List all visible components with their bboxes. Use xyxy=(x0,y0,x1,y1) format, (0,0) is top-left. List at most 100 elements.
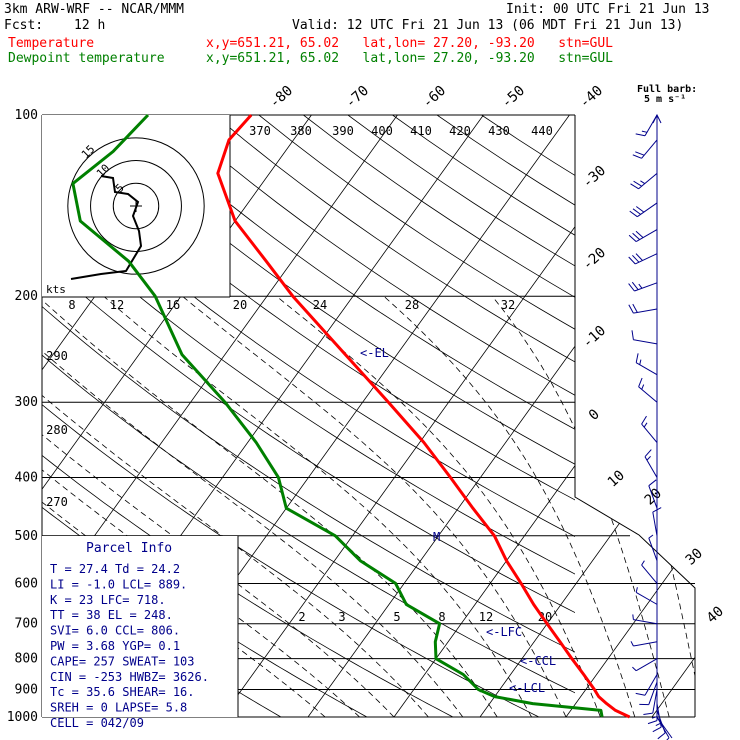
moist-adiabat xyxy=(276,295,601,717)
mixing-ratio-label: 3 xyxy=(338,610,345,624)
wind-barb-flag xyxy=(636,206,645,213)
wind-barb xyxy=(635,587,658,605)
mixing-ratio-label: 20 xyxy=(233,298,247,312)
wind-barb xyxy=(643,689,658,715)
theta-label: 430 xyxy=(488,124,510,138)
isotherm-label: -40 xyxy=(577,83,607,112)
wind-barb-shaft xyxy=(633,641,658,647)
wind-barb xyxy=(631,330,658,345)
wind-barb-shaft xyxy=(644,114,658,137)
wind-barb-halfflag xyxy=(639,359,642,365)
isobar-label-500: 500 xyxy=(15,529,38,544)
header-model: 3km ARW-WRF -- NCAR/MMM xyxy=(4,2,185,17)
isotherm-label: -60 xyxy=(420,83,450,112)
wind-barb-flag xyxy=(632,208,641,215)
isobar-label-900: 900 xyxy=(15,682,38,697)
wind-barb xyxy=(635,353,658,376)
isotherm--10 xyxy=(307,115,695,717)
wind-barb-shaft xyxy=(648,485,658,509)
isotherm-label: 0 xyxy=(586,406,603,424)
wind-barb-shaft xyxy=(641,564,658,584)
m-marker: M xyxy=(433,530,440,544)
wind-barb-halfflag xyxy=(641,130,648,133)
parcel-info-row: K = 23 LFC= 718. xyxy=(50,593,166,607)
isotherm-label: 40 xyxy=(704,603,727,626)
wind-barb-halfflag xyxy=(632,614,634,620)
isotherm-label: 10 xyxy=(605,467,628,490)
isotherm-10 xyxy=(479,115,695,717)
wind-barb-flag xyxy=(628,304,634,314)
wind-barb-flag xyxy=(643,712,653,715)
series-temperature xyxy=(216,114,631,719)
header-valid: Valid: 12 UTC Fri 21 Jun 13 (06 MDT Fri … xyxy=(292,18,684,33)
parcel-info-row: Tc = 35.6 SHEAR= 16. xyxy=(50,685,195,699)
wind-barb-halfflag xyxy=(643,422,648,428)
wind-barb-halfflag xyxy=(630,641,634,647)
wind-barb-shaft xyxy=(656,710,666,734)
wind-barb-flag xyxy=(632,254,640,263)
dry-adiabat-320 xyxy=(42,258,575,614)
location-temperature: x,y=651.21, 65.02 lat,lon= 27.20, -93.20… xyxy=(206,36,613,51)
isotherm-label: -20 xyxy=(580,245,610,274)
el-marker: <-EL xyxy=(360,346,389,360)
wind-barb-halfflag xyxy=(635,587,638,593)
legend-dewpoint: Dewpoint temperature xyxy=(8,51,165,66)
theta-label: 420 xyxy=(449,124,471,138)
dry-adiabat-330 xyxy=(42,211,575,575)
wind-barb xyxy=(639,681,658,706)
wind-barb-flag xyxy=(630,183,639,190)
wind-barb xyxy=(628,281,658,292)
hodograph-ring-15 xyxy=(67,137,205,275)
isotherm-label: -50 xyxy=(499,83,529,112)
wind-barb-flag xyxy=(638,377,643,387)
barb-key-sub: 5 m s⁻¹ xyxy=(644,94,687,105)
wind-barb-halfflag xyxy=(638,283,643,289)
wind-barb xyxy=(632,658,658,672)
isobar-label-100: 100 xyxy=(15,108,38,123)
isotherm-label: -10 xyxy=(580,323,610,352)
isotherm-label: -70 xyxy=(343,83,373,112)
mixing-ratio-label: 28 xyxy=(405,298,419,312)
dry-adiabat-290 xyxy=(42,404,540,717)
parcel-info-row: SVI= 6.0 CCL= 806. xyxy=(50,624,180,638)
wind-barb-flag xyxy=(635,133,646,137)
wind-barb-flag xyxy=(635,353,639,363)
wind-barb-shaft xyxy=(635,658,658,672)
wind-barb-flag xyxy=(648,479,657,487)
wind-barb-halfflag xyxy=(640,180,645,185)
theta-label: 290 xyxy=(46,349,68,363)
isotherm-label: 30 xyxy=(683,545,706,568)
lfc-marker: <-LFC xyxy=(486,625,522,639)
legend-temperature: Temperature xyxy=(8,36,95,51)
theta-label: 280 xyxy=(46,423,68,437)
hodograph-ring-10 xyxy=(90,160,182,252)
wind-barb xyxy=(652,703,662,733)
theta-label: 380 xyxy=(290,124,312,138)
dry-adiabat-390 xyxy=(214,115,575,363)
parcel-info-title: Parcel Info xyxy=(86,541,172,556)
isobar-label-1000: 1000 xyxy=(7,710,38,725)
dry-adiabat-310 xyxy=(42,305,575,653)
wind-barb-flag xyxy=(635,253,643,261)
moist-adiabat xyxy=(662,296,695,717)
wind-barb xyxy=(647,696,658,725)
lcl-marker: <-LCL xyxy=(509,681,545,695)
theta-label: 440 xyxy=(531,124,553,138)
wind-barb-flag xyxy=(632,303,638,313)
series-dewpoint xyxy=(71,113,604,718)
wind-barb xyxy=(641,560,658,584)
wind-barb xyxy=(638,377,658,403)
dry-adiabat-340 xyxy=(42,165,575,537)
isotherm-0 xyxy=(393,115,695,717)
theta-label: 390 xyxy=(332,124,354,138)
wind-barb-flag xyxy=(631,281,639,291)
parcel-panel-bg xyxy=(42,536,238,717)
wind-barb-flag xyxy=(629,210,638,218)
moist-adiabat xyxy=(103,295,532,717)
isobar-label-400: 400 xyxy=(15,470,38,485)
mixing-ratio-label: 2 xyxy=(298,610,305,624)
moist-adiabat xyxy=(42,295,395,717)
isobar-label-300: 300 xyxy=(15,395,38,410)
moist-adiabat xyxy=(182,295,567,717)
